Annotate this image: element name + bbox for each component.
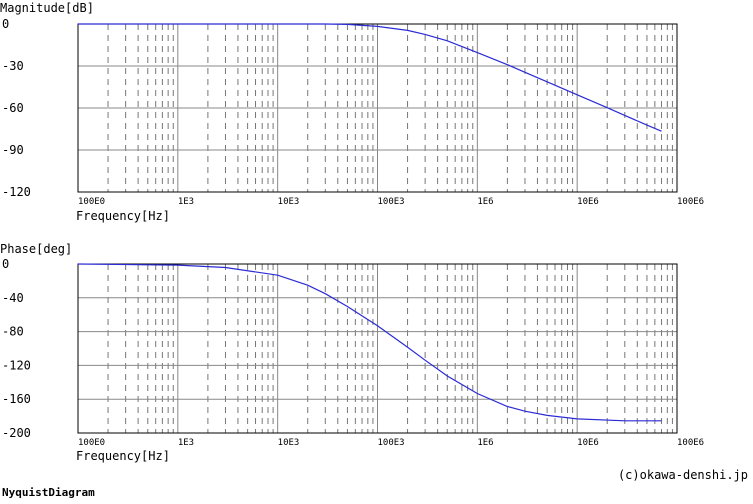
phase-grid [78,264,677,433]
x-tick-label: 10E3 [278,197,300,207]
x-tick-label: 10E3 [278,438,300,448]
x-tick-label: 10E6 [577,197,599,207]
y-tick-label: -60 [2,101,24,115]
phase-x-ticks: 100E0 1E3 10E3 100E3 1E6 10E6 100E6 [78,438,704,448]
x-tick-label: 1E6 [477,197,493,207]
x-tick-label: 100E0 [78,438,105,448]
y-tick-label: 0 [2,17,9,31]
phase-panel: Phase[deg] 0-40-80-120-160-200 100E0 1E3 1… [0,242,704,463]
x-tick-label: 100E6 [677,438,704,448]
magnitude-series-line [78,23,662,132]
y-tick-label: -160 [2,392,31,406]
magnitude-grid [78,24,677,192]
phase-plot-frame [77,263,678,434]
y-tick-label: -30 [2,59,24,73]
x-tick-label: 100E3 [378,197,405,207]
magnitude-plot-frame [77,23,678,193]
x-tick-label: 100E6 [677,197,704,207]
copyright-text: (c)okawa-denshi.jp [618,468,748,482]
magnitude-x-ticks: 100E0 1E3 10E3 100E3 1E6 10E6 100E6 [78,197,704,207]
magnitude-x-axis-title: Frequency[Hz] [76,209,170,223]
magnitude-axis-title: Magnitude[dB] [0,1,94,15]
nyquist-diagram-link[interactable]: NyquistDiagram [2,486,95,499]
x-tick-label: 10E6 [577,438,599,448]
x-tick-label: 1E3 [178,438,194,448]
y-tick-label: -80 [2,325,24,339]
y-tick-label: -120 [2,185,31,199]
y-tick-label: -200 [2,426,31,440]
y-tick-label: -90 [2,143,24,157]
magnitude-y-ticks: 0 -30 -60 -90 -120 [2,17,31,199]
phase-x-axis-title: Frequency[Hz] [76,449,170,463]
y-tick-label: -40 [2,291,24,305]
x-tick-label: 100E0 [78,197,105,207]
phase-y-ticks: 0 -40 -80 -120 -160 -200 [2,257,31,440]
y-tick-label: 0 [2,257,9,271]
x-tick-label: 1E3 [178,197,194,207]
x-tick-label: 1E6 [477,438,493,448]
x-tick-label: 100E3 [378,438,405,448]
phase-series-line [77,263,662,422]
y-tick-label: -120 [2,358,31,372]
magnitude-panel: Magnitude[dB] 0 -30 -60 -90 -120 100E0 1E3 10E… [0,1,704,223]
phase-axis-title: Phase[deg] [0,242,72,256]
